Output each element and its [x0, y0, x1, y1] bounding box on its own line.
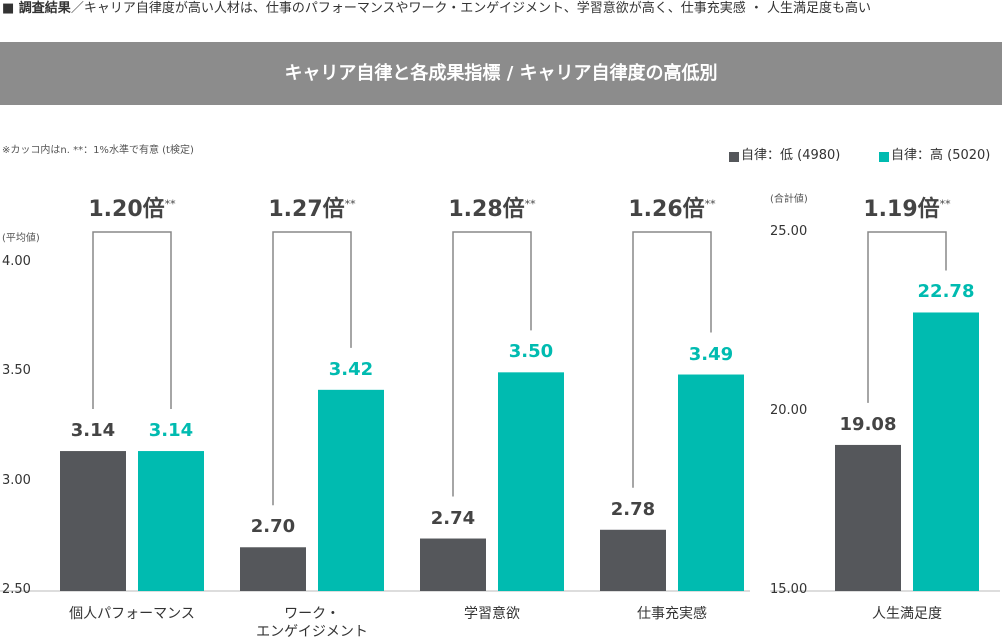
- ratio-value: 1.26倍: [628, 197, 705, 222]
- ratio: 1.27倍**: [233, 196, 391, 225]
- y-tick-label: 20.00: [770, 403, 808, 418]
- value-label: 3.49: [688, 343, 734, 365]
- value-label: 22.78: [917, 281, 975, 303]
- value-label: 2.70: [250, 516, 296, 538]
- y-axis-label: (平均値): [2, 233, 40, 244]
- ratio: 1.20倍**: [53, 196, 211, 225]
- bar: [835, 444, 901, 591]
- legend-label: 自律：高 (5020): [891, 148, 991, 163]
- legend-label: 自律：低 (4980): [741, 148, 841, 163]
- value-label: 3.14: [70, 420, 116, 442]
- bar: [600, 529, 666, 591]
- significance: **: [704, 197, 716, 211]
- significance: **: [164, 197, 176, 211]
- significance: **: [344, 197, 356, 211]
- value-label: 2.74: [430, 507, 476, 529]
- title-banner: [0, 42, 1002, 105]
- ratio-value: 1.20倍: [88, 197, 165, 222]
- legend-swatch: [879, 152, 889, 162]
- bracket: [92, 231, 172, 410]
- ratio-value: 1.27倍: [268, 197, 345, 222]
- bar: [678, 374, 744, 591]
- ratio-value: 1.19倍: [863, 197, 940, 222]
- chart-title: キャリア自律と各成果指標 / キャリア自律度の高低別: [284, 63, 718, 84]
- header-text: ／キャリア自律度が高い人材は、仕事のパフォーマンスやワーク・エンゲイジメント、学…: [70, 1, 872, 16]
- y-tick-label: 3.50: [2, 363, 31, 379]
- significance: **: [939, 197, 951, 211]
- y-tick-label: 15.00: [770, 582, 808, 597]
- value-label: 3.42: [328, 358, 374, 380]
- ratio: 1.28倍**: [413, 196, 571, 225]
- bar: [60, 451, 126, 591]
- value-label: 19.08: [839, 413, 897, 435]
- header-label: ■ 調査結果: [2, 1, 71, 16]
- bar: [913, 312, 979, 591]
- bar: [498, 372, 564, 591]
- ratio: 1.26倍**: [593, 196, 751, 225]
- bracket: [452, 231, 532, 497]
- ratio-value: 1.28倍: [448, 197, 525, 222]
- x-tick-label: 人生満足度: [872, 606, 942, 622]
- value-label: 3.50: [508, 341, 554, 363]
- legend-swatch: [729, 152, 739, 162]
- header: ■ 調査結果／キャリア自律度が高い人材は、仕事のパフォーマンスやワーク・エンゲイ…: [2, 1, 871, 18]
- bracket: [632, 231, 712, 488]
- bar: [138, 451, 204, 591]
- x-tick-label: 仕事充実感: [637, 606, 707, 622]
- x-tick-label: 個人パフォーマンス: [69, 606, 195, 622]
- note: ※カッコ内はn. **：1%水準で有意 (t検定): [2, 145, 194, 156]
- y-tick-label: 2.50: [2, 582, 31, 597]
- ratio: 1.19倍**: [828, 196, 986, 225]
- bracket: [272, 231, 352, 506]
- bar: [318, 389, 384, 591]
- bar: [240, 547, 306, 591]
- x-tick-label: 学習意欲: [464, 606, 520, 622]
- y-tick-label: 3.00: [2, 472, 31, 488]
- x-tick-label: ワーク・ エンゲイジメント: [256, 606, 368, 641]
- value-label: 2.78: [610, 498, 656, 520]
- y-tick-label: 25.00: [770, 224, 808, 239]
- y-tick-label: 4.00: [2, 254, 31, 269]
- value-label: 3.14: [148, 420, 194, 442]
- y-axis-label: (合計値): [770, 194, 808, 205]
- bracket: [867, 231, 947, 403]
- bar: [420, 538, 486, 591]
- significance: **: [524, 197, 536, 211]
